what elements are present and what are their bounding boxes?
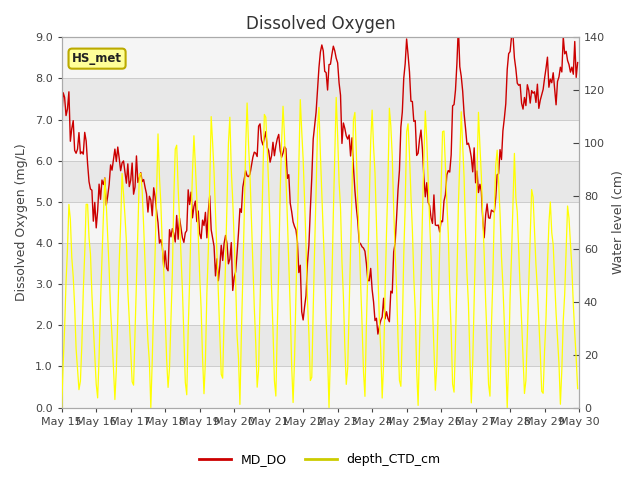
Y-axis label: Water level (cm): Water level (cm) — [612, 170, 625, 275]
Bar — [61, 78, 579, 120]
Bar — [61, 243, 579, 284]
Bar — [61, 325, 579, 366]
Bar — [61, 202, 579, 243]
Y-axis label: Dissolved Oxygen (mg/L): Dissolved Oxygen (mg/L) — [15, 144, 28, 301]
Bar — [61, 366, 579, 408]
Title: Dissolved Oxygen: Dissolved Oxygen — [246, 15, 396, 33]
Text: HS_met: HS_met — [72, 52, 122, 65]
Bar — [61, 284, 579, 325]
Bar — [61, 161, 579, 202]
Bar — [61, 120, 579, 161]
Legend: MD_DO, depth_CTD_cm: MD_DO, depth_CTD_cm — [195, 448, 445, 471]
Bar — [61, 37, 579, 78]
